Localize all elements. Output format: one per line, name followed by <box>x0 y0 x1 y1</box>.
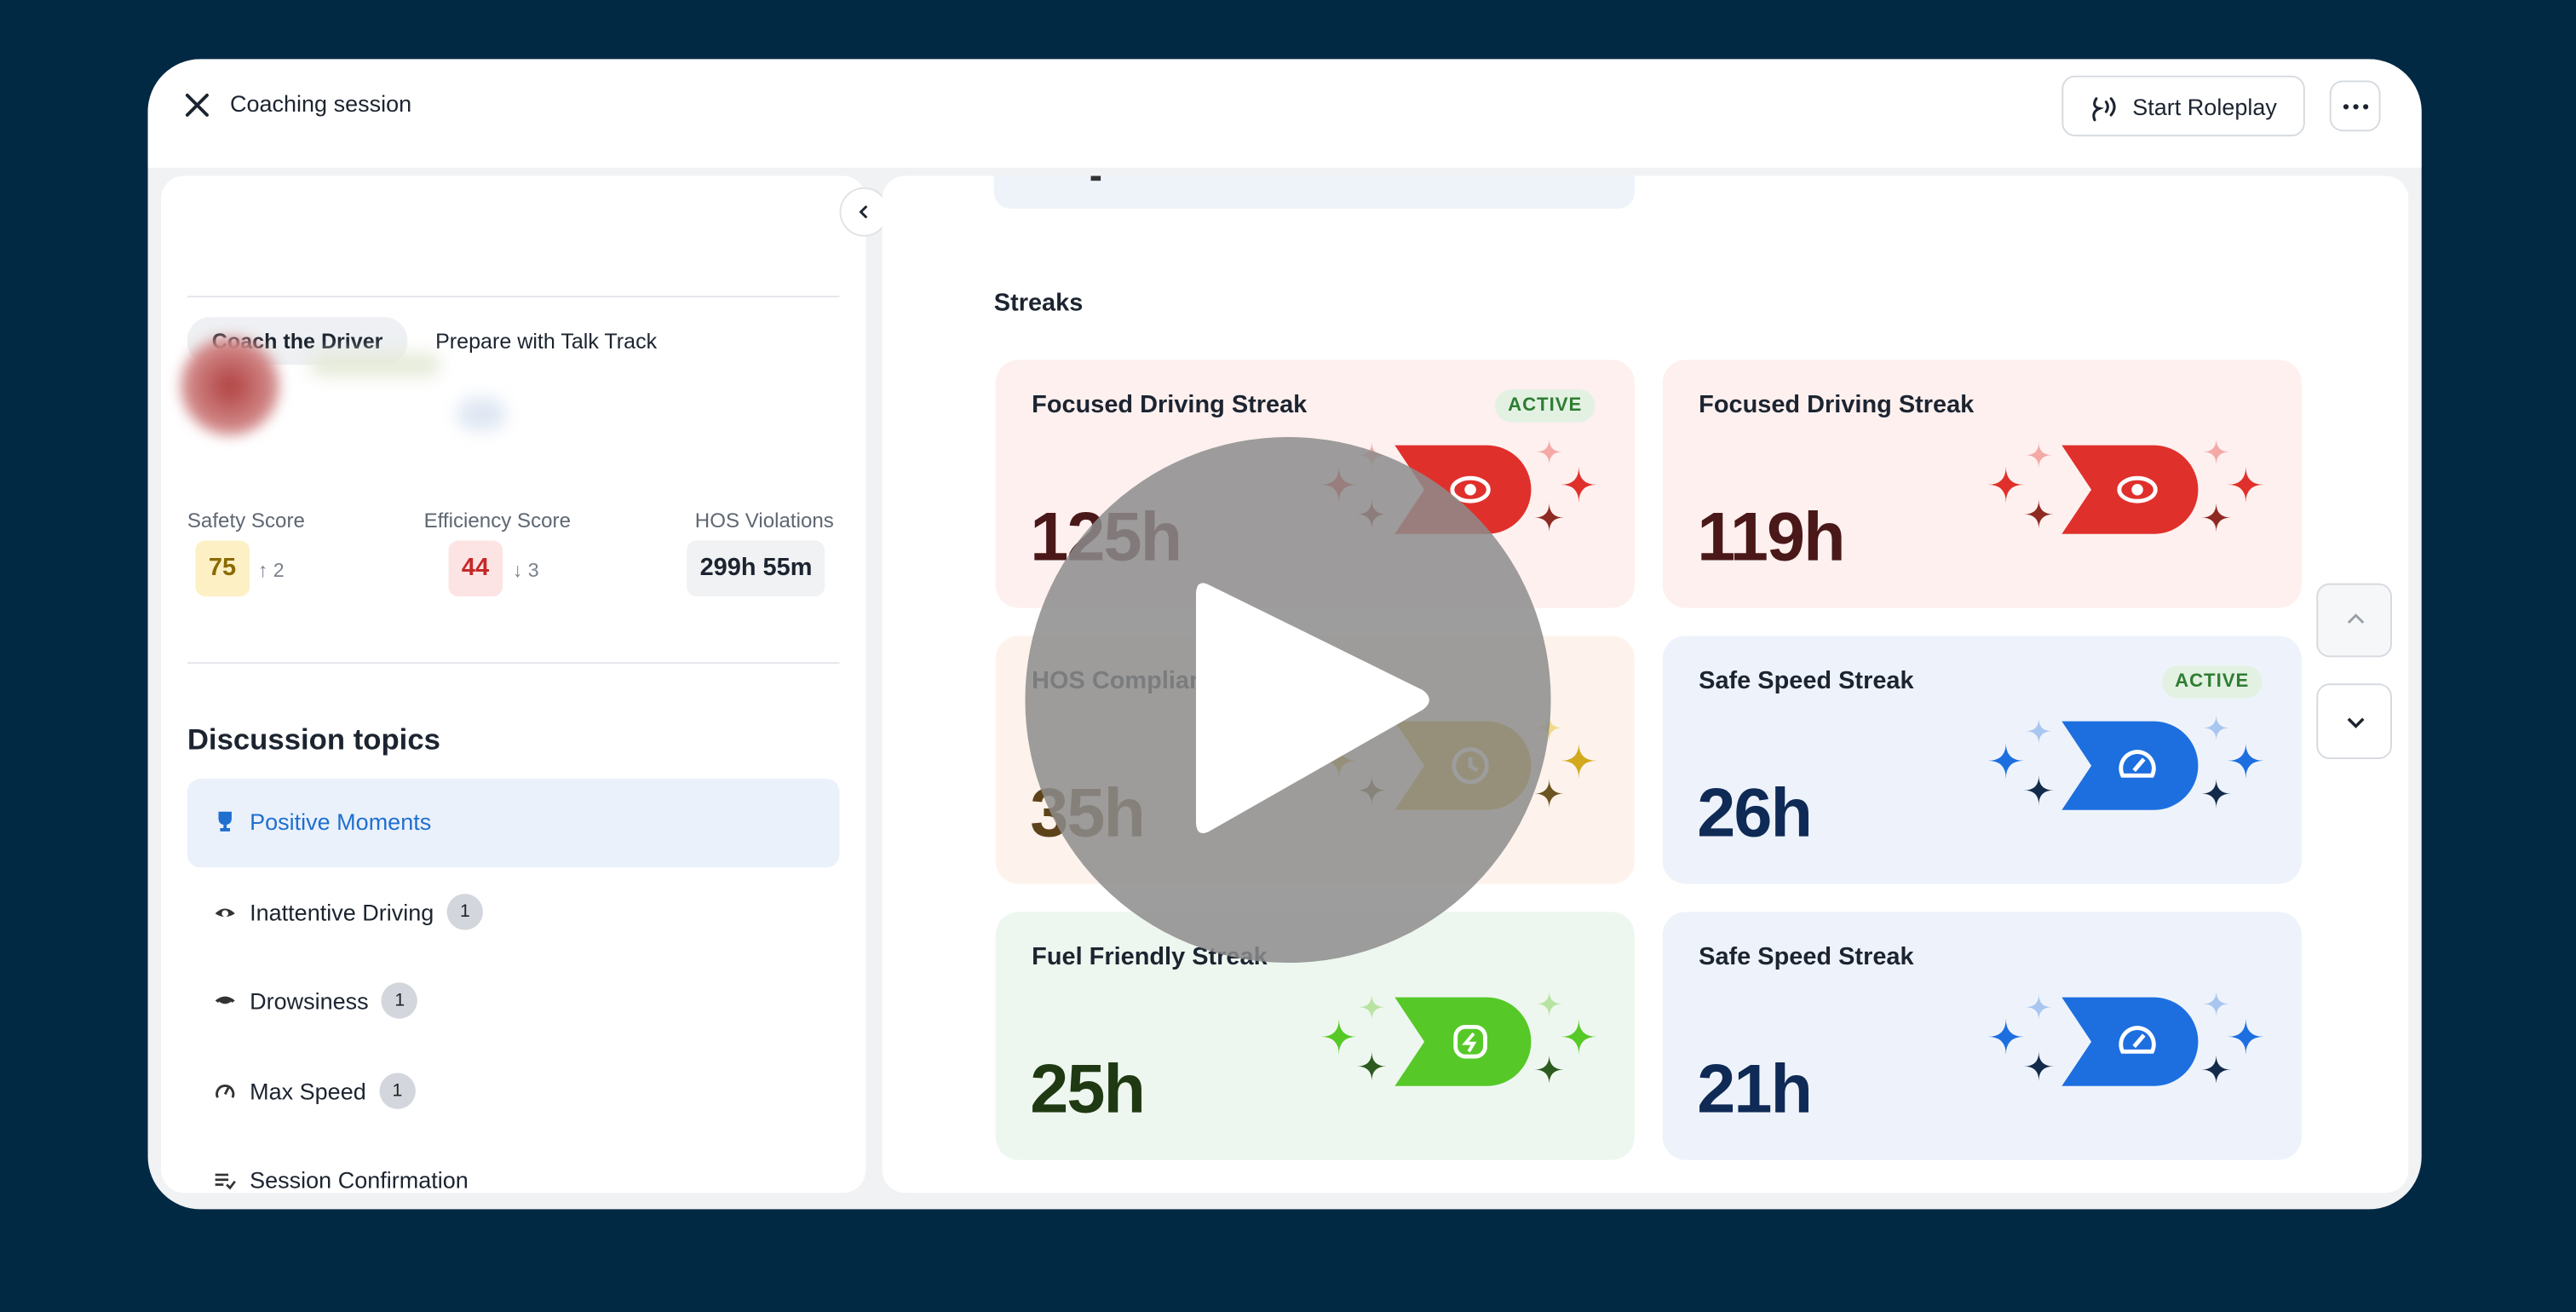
tab[interactable]: Prepare with Talk Track <box>435 328 658 354</box>
score-value: 44 <box>448 540 503 597</box>
streak-value: 21h <box>1697 1050 1813 1127</box>
topic-icon <box>216 1084 235 1097</box>
topic-label: Drowsiness 1 <box>250 982 418 1019</box>
streak-name: Safe Speed Streak <box>1699 666 1914 695</box>
down-icon <box>2347 717 2365 728</box>
fragment-text <box>1090 176 1101 181</box>
streak-icon <box>1987 990 2264 1086</box>
topic-row[interactable]: Inattentive Driving 1 <box>187 868 840 957</box>
score-value: 299h 55m <box>687 540 825 597</box>
streak-value: 119h <box>1697 498 1845 575</box>
streak-badge: ACTIVE <box>1494 389 1596 423</box>
roleplay-icon <box>2092 97 2116 122</box>
left-panel: Coach the Driver Prepare with Talk Track… <box>160 176 866 1194</box>
score-label: Efficiency Score <box>423 509 571 532</box>
streak-name: Safe Speed Streak <box>1699 942 1914 971</box>
score-change: ↓ 3 <box>512 558 539 582</box>
section-fragment <box>993 176 1635 209</box>
topic-count: 1 <box>379 1072 416 1108</box>
topic-text: Max Speed <box>250 1077 366 1104</box>
topic-icon <box>215 996 235 1006</box>
streak-name: Focused Driving Streak <box>1699 390 1975 419</box>
more-icon <box>2343 104 2369 110</box>
topic-icon <box>215 1173 236 1190</box>
topic-label: Positive Moments <box>250 808 431 835</box>
topic-text: Session Confirmation <box>250 1166 469 1194</box>
header-title: Coaching session <box>229 90 412 117</box>
score-value: 75 <box>195 540 250 597</box>
topic-text: Drowsiness <box>250 987 369 1015</box>
topic-row[interactable]: Positive Moments <box>187 779 840 868</box>
topic-icon <box>215 907 235 917</box>
topic-label: Max Speed 1 <box>250 1072 416 1108</box>
streak-icon <box>1987 714 2264 810</box>
divider <box>187 662 840 665</box>
topic-row[interactable]: Drowsiness 1 <box>187 958 840 1046</box>
topic-count: 1 <box>446 893 484 929</box>
topic-text: Positive Moments <box>250 808 432 835</box>
meta-blurred <box>457 397 506 431</box>
streak-badge: ACTIVE <box>2161 665 2263 699</box>
topic-row[interactable]: Session Confirmation <box>187 1137 840 1210</box>
score-label: HOS Violations <box>694 509 834 532</box>
score-change: ↑ 2 <box>257 558 285 582</box>
topic-row[interactable]: Max Speed 1 <box>187 1047 840 1136</box>
section-title: Discussion topics <box>187 722 440 757</box>
section-title: Streaks <box>993 289 1084 318</box>
avatar-blurred <box>181 337 279 436</box>
scroll-down-button[interactable] <box>2316 683 2392 759</box>
topic-label: Inattentive Driving 1 <box>250 893 484 929</box>
topic-text: Inattentive Driving <box>250 898 434 925</box>
start-roleplay-button[interactable]: Start Roleplay <box>2061 75 2305 137</box>
streak-value: 25h <box>1030 1050 1146 1127</box>
divider <box>187 296 840 298</box>
score-label: Safety Score <box>187 509 305 532</box>
streak-name: Focused Driving Streak <box>1032 390 1308 419</box>
streak-card: Safe Speed Streak 26h ACTIVE <box>1662 636 2302 884</box>
collapse-icon <box>859 205 868 219</box>
topic-count: 1 <box>382 982 418 1019</box>
streak-icon <box>1987 438 2264 534</box>
up-icon <box>2347 613 2365 624</box>
collapse-button[interactable] <box>839 187 889 237</box>
streak-icon <box>1320 990 1597 1086</box>
more-button[interactable] <box>2329 80 2381 132</box>
header: Coaching session Start Roleplay <box>147 59 2422 168</box>
topic-icon <box>218 811 232 832</box>
streak-card: Focused Driving Streak 119h <box>1662 360 2302 608</box>
topic-label: Session Confirmation <box>250 1166 469 1193</box>
play-overlay[interactable] <box>1025 436 1551 964</box>
streak-value: 26h <box>1697 774 1813 851</box>
name-blurred <box>308 353 440 377</box>
streak-card: Safe Speed Streak 21h <box>1662 912 2302 1160</box>
close-icon[interactable] <box>184 92 210 118</box>
scroll-up-button[interactable] <box>2316 583 2392 658</box>
start-roleplay-label: Start Roleplay <box>2132 93 2277 120</box>
